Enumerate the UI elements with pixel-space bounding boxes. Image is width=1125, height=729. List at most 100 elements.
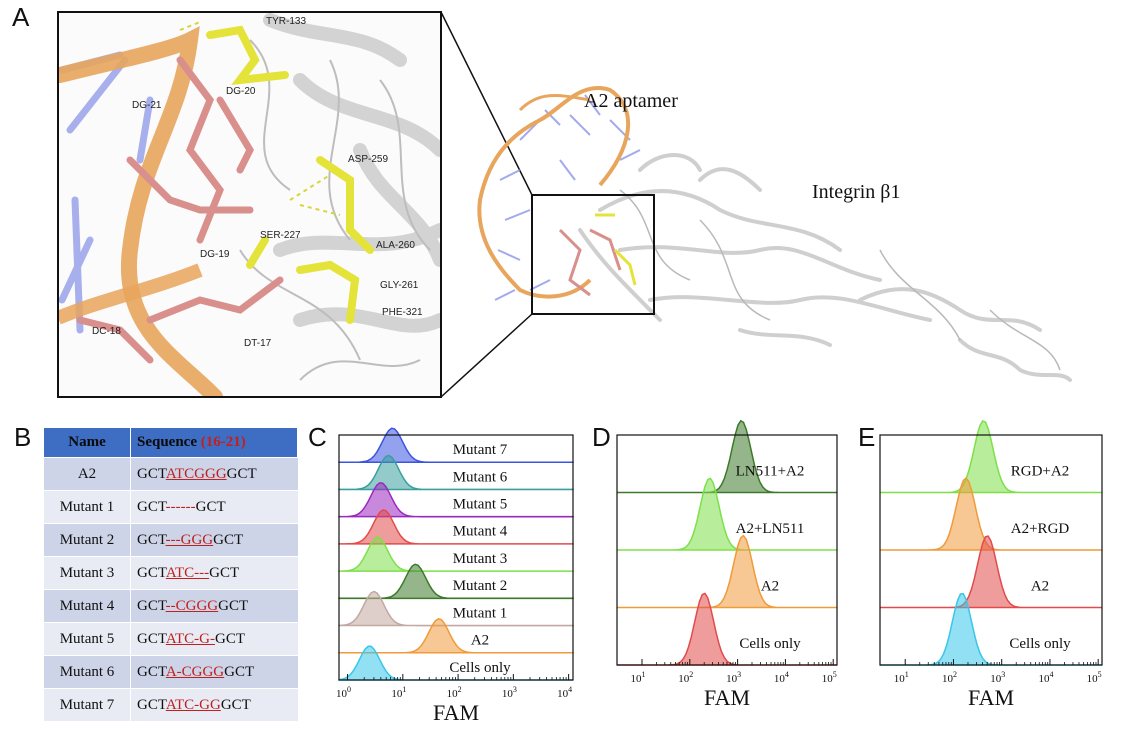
tick-label: 105 — [1087, 670, 1102, 685]
tick-label: 103 — [990, 670, 1005, 685]
seq-prefix: GCT — [137, 630, 166, 647]
series-label: Mutant 6 — [453, 469, 508, 485]
row-name: Mutant 3 — [44, 556, 131, 590]
seq-suffix: GCT — [226, 465, 257, 482]
molecular-structure-figure: TYR-133 DG-20 DG-21 ASP-259 SER-227 DG-1… — [57, 11, 1072, 398]
series-label: Mutant 7 — [453, 442, 508, 458]
residue-label-dg21: DG-21 — [132, 100, 162, 111]
series-label: Mutant 4 — [453, 524, 508, 540]
seq-variable-region: A-CGGG — [165, 663, 225, 680]
residue-label-gly261: GLY-261 — [380, 280, 419, 291]
histogram-trace — [338, 536, 574, 572]
connector-line-bottom — [440, 313, 533, 398]
tick-label: 102 — [447, 685, 462, 700]
series-label: A2+LN511 — [736, 521, 805, 537]
zoomed-binding-site: TYR-133 DG-20 DG-21 ASP-259 SER-227 DG-1… — [58, 12, 441, 397]
table-row: Mutant 4 GCT--CGGGGCT — [44, 589, 298, 623]
plot-frame — [338, 434, 574, 681]
tick-label: 105 — [822, 670, 837, 685]
series-label: RGD+A2 — [1011, 463, 1069, 479]
seq-prefix: GCT — [137, 531, 166, 548]
seq-suffix: GCT — [224, 663, 255, 680]
row-sequence: GCTA-CGGGGCT — [130, 655, 298, 689]
tick-label: 102 — [678, 670, 693, 685]
table-row: Mutant 6 GCTA-CGGGGCT — [44, 655, 298, 689]
table-row: Mutant 7 GCTATC-GGGCT — [44, 688, 298, 721]
series-label: Cells only — [449, 660, 511, 676]
tick-label: 104 — [1038, 670, 1053, 685]
seq-variable-region: ATC--- — [165, 564, 210, 581]
seq-prefix: GCT — [137, 696, 166, 713]
connector-line-top — [440, 11, 533, 196]
seq-prefix: GCT — [137, 597, 166, 614]
residue-label-asp259: ASP-259 — [348, 154, 388, 165]
series-label: Mutant 3 — [453, 551, 508, 567]
table-row: A2 GCTATCGGGGCT — [44, 457, 298, 491]
seq-prefix: GCT — [137, 663, 166, 680]
seq-prefix: GCT — [137, 564, 166, 581]
series-label: A2 — [761, 578, 779, 594]
histogram-trace — [338, 454, 574, 491]
seq-suffix: GCT — [220, 696, 251, 713]
table-row: Mutant 3 GCTATC---GCT — [44, 556, 298, 590]
tick-label: 101 — [630, 670, 645, 685]
residue-label-tyr133: TYR-133 — [266, 16, 306, 27]
series-label: A2 — [1031, 578, 1049, 594]
panel-label-e: E — [858, 422, 876, 452]
histogram-trace — [617, 419, 837, 494]
series-label: Cells only — [739, 636, 801, 652]
tick-label: 103 — [502, 685, 517, 700]
row-sequence: GCT--CGGGGCT — [130, 589, 298, 623]
residue-label-ser227: SER-227 — [260, 230, 301, 241]
seq-suffix: GCT — [213, 531, 244, 548]
row-name: Mutant 6 — [44, 655, 131, 689]
binding-site-box — [531, 194, 655, 315]
seq-suffix: GCT — [195, 498, 226, 515]
series-label: LN511+A2 — [736, 463, 805, 479]
aptamer-structure — [477, 86, 641, 301]
seq-prefix: GCT — [137, 498, 166, 515]
tick-label: 102 — [942, 670, 957, 685]
row-sequence: GCT---GGGGCT — [130, 523, 298, 557]
integrin-label: Integrin β1 — [812, 181, 901, 203]
panel-label-d: D — [592, 422, 611, 452]
seq-variable-region: ---GGG — [165, 531, 214, 548]
histogram-trace — [338, 509, 574, 545]
x-axis-label: FAM — [704, 685, 750, 710]
seq-variable-region: ATCGGG — [165, 465, 227, 482]
x-axis-label: FAM — [968, 685, 1014, 710]
panel-label-a: A — [12, 2, 30, 32]
histogram-trace — [617, 534, 837, 609]
table-row: Mutant 1 GCT------GCT — [44, 490, 298, 524]
aptamer-label: A2 aptamer — [584, 90, 678, 112]
histogram-trace — [338, 427, 574, 463]
header-range: (16-21) — [200, 434, 246, 450]
histogram-trace — [617, 477, 837, 551]
residue-label-dc18: DC-18 — [92, 326, 121, 337]
x-axis-label: FAM — [433, 700, 479, 725]
histogram-trace — [338, 590, 574, 627]
tick-label: 103 — [726, 670, 741, 685]
panel-label-c: C — [308, 422, 327, 452]
seq-suffix: GCT — [209, 564, 240, 581]
row-name: Mutant 1 — [44, 490, 131, 524]
seq-variable-region: --CGGG — [165, 597, 219, 614]
panel-label-b: B — [14, 422, 32, 452]
seq-variable-region: ATC-GG — [165, 696, 221, 713]
seq-prefix: GCT — [137, 465, 166, 482]
series-label: A2+RGD — [1011, 521, 1070, 537]
series-label: Mutant 1 — [453, 605, 508, 621]
tick-label: 101 — [391, 685, 406, 700]
row-name: Mutant 4 — [44, 589, 131, 623]
histogram-trace — [338, 482, 574, 518]
residue-label-dg19: DG-19 — [200, 249, 230, 260]
row-sequence: GCT------GCT — [130, 490, 298, 524]
residue-label-dt17: DT-17 — [244, 338, 272, 349]
series-label: Mutant 5 — [453, 497, 508, 513]
table-row: Mutant 5 GCTATC-G-GCT — [44, 622, 298, 656]
row-name: Mutant 7 — [44, 688, 131, 721]
series-label: Cells only — [1009, 636, 1071, 652]
seq-variable-region: ------ — [165, 498, 196, 515]
row-sequence: GCTATC-GGGCT — [130, 688, 298, 721]
tick-label: 104 — [557, 685, 572, 700]
